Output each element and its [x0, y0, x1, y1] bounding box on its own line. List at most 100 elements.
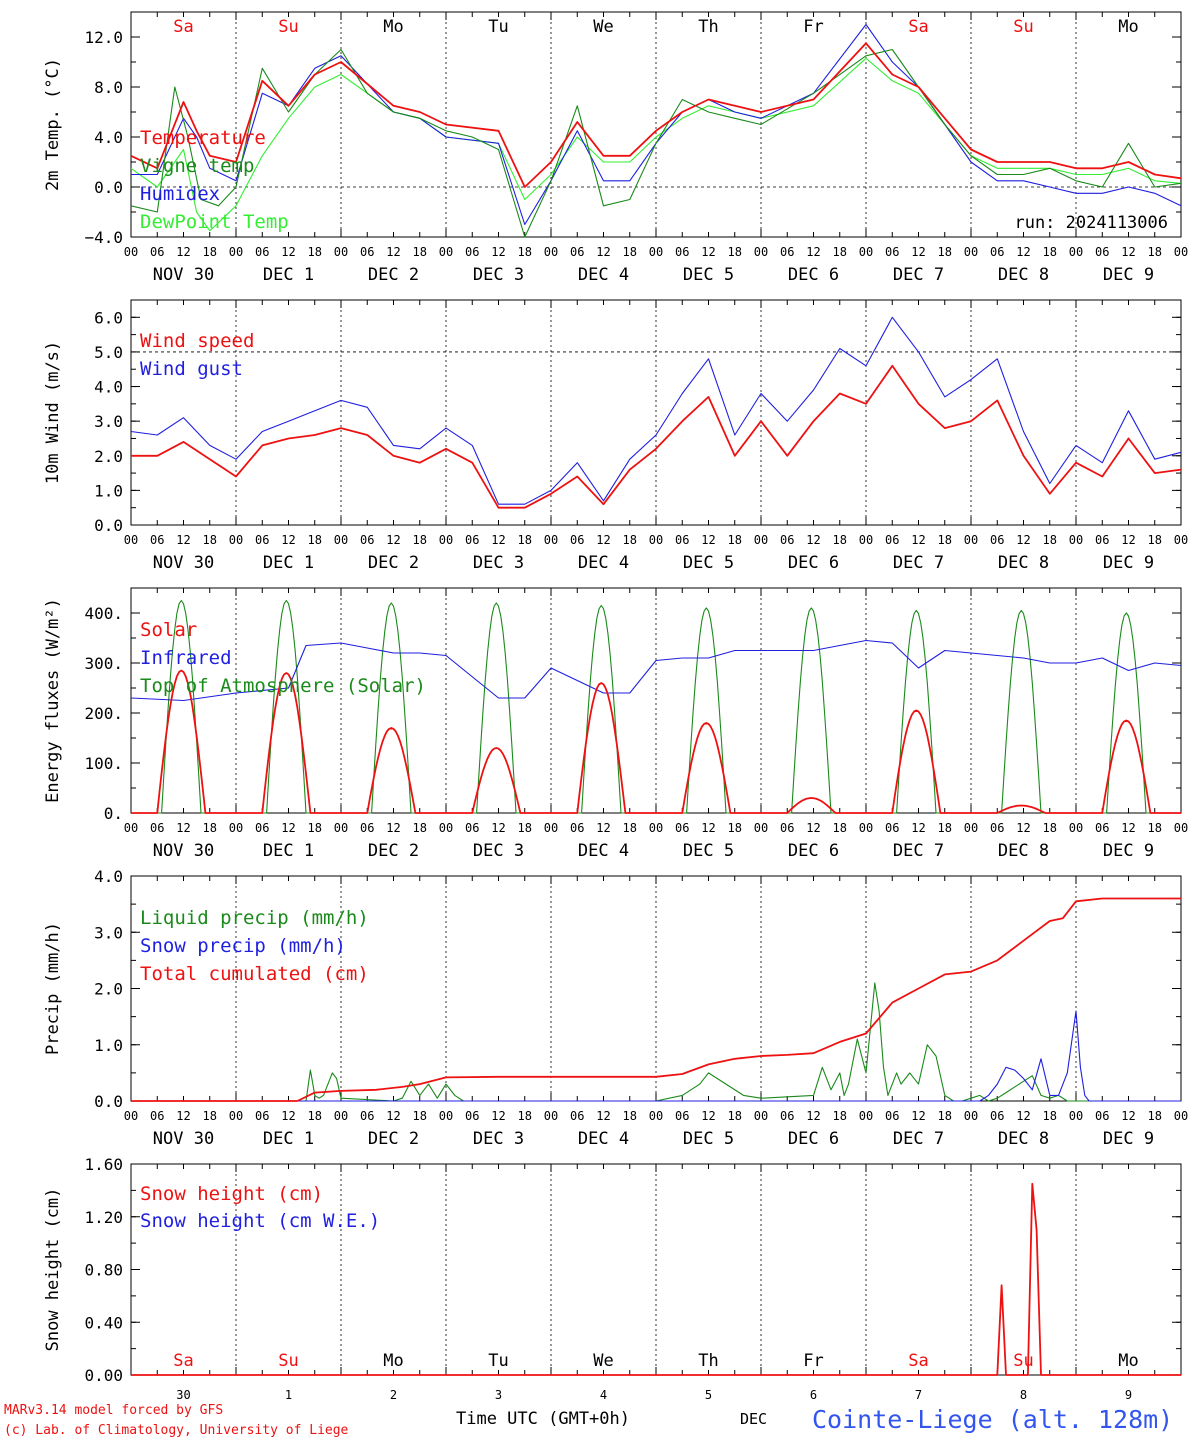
y-tick-label: 0.	[104, 804, 123, 823]
hour-label: 18	[1043, 821, 1057, 835]
hour-label: 18	[518, 821, 532, 835]
date-label: DEC 8	[998, 1129, 1049, 1149]
hour-label: 00	[229, 245, 243, 259]
hour-label: 00	[859, 533, 873, 547]
y-axis: 0.0 1.0 2.0 3.0 4.0	[94, 867, 1181, 1111]
day-name-row: Sa Su Mo Tu We Th Fr Sa Su Mo	[173, 17, 1138, 37]
hour-label: 06	[990, 533, 1004, 547]
hour-label: 12	[176, 821, 190, 835]
legend-entry: Humidex	[140, 183, 220, 205]
y-axis: −4.0 0.0 4.0 8.0 12.0	[84, 11, 1181, 247]
hour-label: 06	[465, 533, 479, 547]
hour-label: 06	[1095, 533, 1109, 547]
hour-label: 12	[491, 533, 505, 547]
hour-label: 00	[1069, 245, 1083, 259]
series-line-total-cumulated-cm	[131, 897, 1181, 1102]
hour-label: 00	[124, 821, 138, 835]
hour-label: 12	[281, 821, 295, 835]
hour-label: 12	[701, 821, 715, 835]
hour-label: 12	[596, 821, 610, 835]
date-label: DEC 2	[368, 553, 419, 573]
month-label: DEC	[740, 1410, 767, 1428]
hour-label: 06	[780, 533, 794, 547]
hour-label: 18	[308, 1109, 322, 1123]
hour-label: 06	[675, 245, 689, 259]
day-number: 3	[495, 1388, 502, 1402]
hour-label: 00	[1069, 1109, 1083, 1123]
y-tick-label: 4.0	[94, 128, 123, 147]
hour-label: 18	[413, 821, 427, 835]
day-number: 6	[810, 1388, 817, 1402]
series-line-wind-gust	[130, 316, 1182, 505]
hour-label: 06	[255, 1109, 269, 1123]
date-label: DEC 1	[263, 841, 314, 861]
date-label: DEC 7	[893, 841, 944, 861]
hour-label: 18	[938, 1109, 952, 1123]
y-tick-label: 2.0	[94, 980, 123, 999]
day-name: Fr	[803, 1351, 823, 1371]
date-label: DEC 2	[368, 841, 419, 861]
y-tick-label: 0.0	[94, 516, 123, 535]
hour-label: 18	[203, 533, 217, 547]
hour-label: 18	[413, 245, 427, 259]
series-line-dewpoint-temp	[130, 57, 1182, 232]
hour-label: 00	[1174, 245, 1188, 259]
hour-label: 18	[203, 821, 217, 835]
y-axis-title: Precip (mm/h)	[43, 922, 63, 1055]
hour-label: 00	[649, 245, 663, 259]
day-number: 2	[390, 1388, 397, 1402]
legend: Snow height (cm) Snow height (cm W.E.)	[140, 1183, 380, 1232]
date-label: DEC 2	[368, 1129, 419, 1149]
panel-snow: 0.00 0.40 0.80 1.20 1.60 Snow height (cm) Sa Su…	[43, 1155, 1182, 1402]
day-name: Su	[1013, 1351, 1033, 1371]
day-number: 4	[600, 1388, 607, 1402]
panel-precip: 0.0 1.0 2.0 3.0 4.0 Precip (mm/h) 00 06 12 18 00 06…	[43, 867, 1188, 1149]
hour-label: 06	[570, 1109, 584, 1123]
day-name: Su	[278, 17, 298, 37]
y-tick-label: 0.0	[94, 178, 123, 197]
date-label: DEC 6	[788, 1129, 839, 1149]
hour-label: 12	[911, 1109, 925, 1123]
x-ticks	[130, 12, 1182, 237]
hour-label: 00	[439, 1109, 453, 1123]
legend: Wind speed Wind gust	[140, 330, 254, 380]
hour-label: 00	[544, 1109, 558, 1123]
hour-label: 06	[990, 245, 1004, 259]
date-label: DEC 1	[263, 553, 314, 573]
x-ticks	[130, 300, 1182, 525]
day-name: Sa	[908, 1351, 928, 1371]
hour-label: 06	[990, 821, 1004, 835]
series-line-humidex	[131, 23, 1182, 226]
hour-label: 00	[229, 1109, 243, 1123]
day-name: Mo	[1118, 1351, 1138, 1371]
hour-label: 06	[360, 533, 374, 547]
hour-label: 18	[623, 1109, 637, 1123]
hour-label: 00	[334, 1109, 348, 1123]
hour-label: 12	[386, 1109, 400, 1123]
legend-entry: Wind gust	[140, 358, 243, 380]
y-tick-label: 200.	[84, 704, 123, 723]
panel-energy: 0. 100. 200. 300. 400. Energy fluxes (W/m²) 00…	[43, 587, 1188, 861]
hour-label: 12	[911, 821, 925, 835]
hour-label: 12	[386, 245, 400, 259]
legend-entry: Snow precip (mm/h)	[140, 935, 346, 957]
legend-entry: Total cumulated (cm)	[140, 963, 369, 985]
hour-label: 06	[570, 245, 584, 259]
hour-label: 12	[1016, 1109, 1030, 1123]
y-tick-label: 4.0	[94, 378, 123, 397]
hour-labels: 00 06 12 18 00 06 12 18 00 06 12 18 00 06 12 18 00 06 12 18…	[124, 1109, 1188, 1123]
hour-label: 18	[1043, 245, 1057, 259]
hour-label: 00	[1174, 533, 1188, 547]
y-tick-label: 100.	[84, 754, 123, 773]
hour-label: 12	[386, 533, 400, 547]
legend-entry: Snow height (cm)	[140, 1183, 323, 1205]
hour-label: 12	[806, 245, 820, 259]
date-label: DEC 8	[998, 841, 1049, 861]
day-number: 8	[1020, 1388, 1027, 1402]
footer-copyright: (c) Lab. of Climatology, University of L…	[4, 1423, 349, 1438]
date-label: DEC 4	[578, 553, 629, 573]
hour-label: 18	[728, 1109, 742, 1123]
hour-label: 06	[255, 533, 269, 547]
hour-label: 00	[439, 821, 453, 835]
